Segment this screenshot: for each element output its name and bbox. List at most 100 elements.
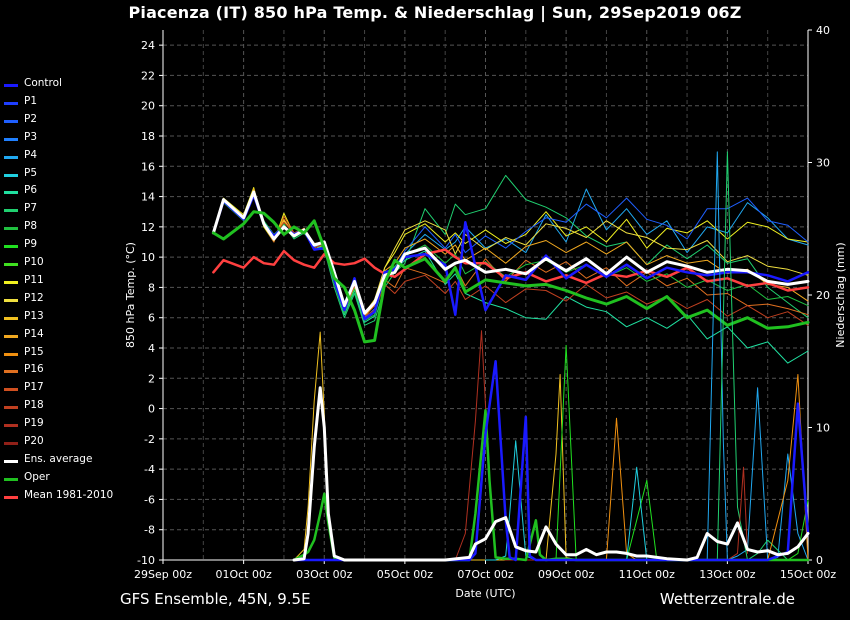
legend-label: Ens. average <box>24 452 93 465</box>
legend-swatch <box>4 334 18 338</box>
legend-swatch <box>4 173 18 177</box>
legend-swatch <box>4 227 18 231</box>
y-tick-label: 10 <box>141 251 155 264</box>
y-tick-label: 0 <box>148 403 155 416</box>
legend-swatch <box>4 191 18 195</box>
legend-swatch <box>4 298 18 302</box>
precip-line-p9 <box>545 344 809 561</box>
y-tick-label: 14 <box>141 191 155 204</box>
precip-line-p7 <box>706 151 809 561</box>
y-tick-label: 20 <box>141 100 155 113</box>
legend-swatch <box>4 459 18 463</box>
legend-swatch <box>4 370 18 374</box>
legend-swatch <box>4 495 18 499</box>
precip-line-p13 <box>293 331 587 561</box>
legend-swatch <box>4 388 18 392</box>
y-tick-label: 24 <box>141 39 155 52</box>
legend-swatch <box>4 316 18 320</box>
legend-label: P8 <box>24 220 38 233</box>
legend-label: P15 <box>24 345 44 358</box>
legend-swatch <box>4 424 18 428</box>
legend-label: P13 <box>24 309 44 322</box>
legend-label: Control <box>24 77 62 89</box>
y2-tick-label: 10 <box>816 422 830 435</box>
legend-label: Mean 1981-2010 <box>24 488 114 501</box>
y-tick-label: -8 <box>144 524 155 537</box>
legend-swatch <box>4 245 18 249</box>
x-tick-label: 07Oct 00z <box>457 568 514 581</box>
temp-line-p16 <box>212 190 809 317</box>
legend-label: P2 <box>24 112 38 125</box>
precip-line-p4 <box>686 151 809 561</box>
legend-label: P14 <box>24 327 44 340</box>
y2-tick-label: 40 <box>816 24 830 37</box>
legend-label: Oper <box>24 470 50 483</box>
chart-title: Piacenza (IT) 850 hPa Temp. & Niederschl… <box>128 3 742 22</box>
temperature-series <box>211 174 810 364</box>
y-tick-label: 16 <box>141 160 155 173</box>
y-tick-label: 6 <box>148 312 155 325</box>
x-tick-label: 01Oct 00z <box>215 568 272 581</box>
y-tick-label: 4 <box>148 342 155 355</box>
legend-label: P12 <box>24 291 44 304</box>
legend-label: P5 <box>24 166 38 179</box>
legend-swatch <box>4 155 18 159</box>
y-tick-label: -6 <box>144 493 155 506</box>
temp-line-oper <box>211 210 810 344</box>
site-credit[interactable]: Wetterzentrale.de <box>659 590 795 608</box>
legend-swatch <box>4 477 18 481</box>
legend-swatch <box>4 263 18 266</box>
legend-label: P9 <box>24 238 38 251</box>
x-tick-label: 05Oct 00z <box>377 568 434 581</box>
legend-swatch <box>4 442 18 445</box>
legend-swatch <box>4 280 18 284</box>
precip-line-p15 <box>585 374 809 561</box>
legend-label: P19 <box>24 417 44 430</box>
legend-label: P16 <box>24 363 44 376</box>
legend-swatch <box>4 84 18 87</box>
y-axis-label: 850 hPa Temp. (°C) <box>124 242 137 348</box>
legend-label: P20 <box>24 435 44 447</box>
legend-label: P1 <box>24 94 38 107</box>
y-tick-label: 8 <box>148 281 155 294</box>
legend-swatch <box>4 101 18 105</box>
model-info: GFS Ensemble, 45N, 9.5E <box>120 590 311 608</box>
legend-swatch <box>4 209 18 213</box>
y-tick-label: -2 <box>144 433 155 446</box>
x-axis-label: Date (UTC) <box>455 587 515 600</box>
legend-label: P4 <box>24 148 38 161</box>
y2-axis-label: Niederschlag (mm) <box>834 242 847 347</box>
temp-line-p14 <box>212 188 809 317</box>
temp-line-p18 <box>212 193 809 326</box>
x-tick-label: 15Oct 00z <box>780 568 837 581</box>
y-tick-label: 2 <box>148 372 155 385</box>
legend-swatch <box>4 352 18 356</box>
legend-label: P10 <box>24 256 44 268</box>
y-tick-label: -10 <box>137 554 155 567</box>
precip-line-ens-average <box>292 386 810 562</box>
y2-tick-label: 0 <box>816 554 823 567</box>
y-tick-label: 18 <box>141 130 155 143</box>
y2-tick-label: 20 <box>816 289 830 302</box>
legend-label: P18 <box>24 399 44 412</box>
legend-swatch <box>4 406 18 410</box>
legend-label: P7 <box>24 202 38 215</box>
y-tick-label: 12 <box>141 221 155 234</box>
temp-line-p7 <box>212 174 809 326</box>
y-tick-label: 22 <box>141 69 155 82</box>
legend-swatch <box>4 119 18 123</box>
x-tick-label: 11Oct 00z <box>619 568 676 581</box>
x-tick-label: 09Oct 00z <box>538 568 595 581</box>
legend-label: P17 <box>24 381 44 394</box>
x-tick-label: 13Oct 00z <box>699 568 756 581</box>
x-tick-label: 03Oct 00z <box>296 568 353 581</box>
precipitation-series <box>292 151 810 562</box>
legend-swatch <box>4 137 18 141</box>
y-tick-label: -4 <box>144 463 155 476</box>
temp-line-mean-1981-2010 <box>212 248 810 292</box>
legend-label: P11 <box>24 273 44 286</box>
legend-label: P6 <box>24 184 38 197</box>
legend-label: P3 <box>24 130 38 143</box>
